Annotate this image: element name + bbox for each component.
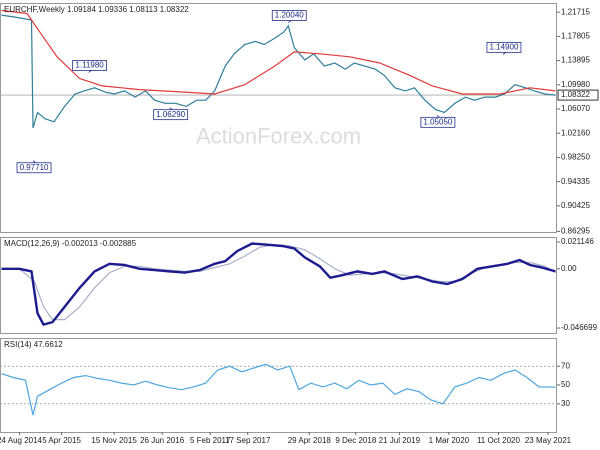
annotation-label: 1.06290 <box>156 110 185 119</box>
panel-frame <box>0 3 557 233</box>
annotation-box <box>72 60 107 71</box>
series-line <box>1 363 556 416</box>
annotation-box <box>420 116 456 128</box>
y-tick-label: 1.21715 <box>561 7 590 16</box>
annotation-box <box>16 162 52 174</box>
x-tick-label: 5 Apr 2015 <box>42 436 81 445</box>
annotation-label: 1.11980 <box>75 61 104 70</box>
x-tick-label: 26 Jun 2016 <box>140 436 185 445</box>
y-tick-label: 1.17805 <box>561 32 590 41</box>
annotation-label: 1.14900 <box>489 42 518 51</box>
annotation-box <box>486 41 522 53</box>
last-price-box <box>557 89 599 101</box>
x-tick-label: 9 Dec 2018 <box>335 436 376 445</box>
y-tick-label: 0.00 <box>561 264 577 273</box>
y-tick-label: 70 <box>561 361 570 370</box>
y-tick-label: 0.021146 <box>561 237 594 246</box>
y-tick-label: 1.13895 <box>561 56 590 65</box>
panel-frame <box>0 237 557 334</box>
y-tick-label: 1.06070 <box>561 104 590 113</box>
panel-frame <box>0 338 557 433</box>
y-tick-label: 30 <box>561 399 570 408</box>
x-tick-label: 5 Feb 2017 <box>190 436 231 445</box>
y-tick-label: 0.90425 <box>561 201 590 210</box>
annotation-box <box>153 109 189 121</box>
watermark: ActionForex.com <box>196 123 361 148</box>
annotation-box <box>271 10 307 21</box>
series-line <box>1 242 556 327</box>
panel-title: EURCHF,Weekly 1.09184 1.09336 1.08113 1.… <box>4 5 189 14</box>
series-line <box>1 14 556 129</box>
x-tick-label: 23 May 2021 <box>525 436 572 445</box>
panel-title: MACD(12,26,9) -0.002013 -0.002885 <box>4 239 137 248</box>
x-tick-label: 21 Jul 2019 <box>379 436 421 445</box>
x-tick-label: 29 Apr 2018 <box>288 436 332 445</box>
y-tick-label: 1.09980 <box>561 80 590 89</box>
y-tick-label: 0.98250 <box>561 153 590 162</box>
annotation-label: 0.97710 <box>20 163 49 172</box>
x-tick-label: 24 Aug 2014 <box>0 436 43 445</box>
x-tick-label: 1 Mar 2020 <box>429 436 470 445</box>
annotation-label: 1.20040 <box>275 11 304 20</box>
x-tick-label: 11 Oct 2020 <box>477 436 521 445</box>
annotation-label: 1.05050 <box>423 117 452 126</box>
x-tick-label: 17 Sep 2017 <box>225 436 271 445</box>
y-tick-label: 0.94335 <box>561 177 590 186</box>
x-tick-label: 15 Nov 2015 <box>91 436 137 445</box>
y-tick-label: 50 <box>561 380 570 389</box>
panel-title: RSI(14) 47.6612 <box>4 340 63 349</box>
y-tick-label: -0.046699 <box>561 323 598 332</box>
y-tick-label: 1.02160 <box>561 128 590 137</box>
series-line <box>1 9 556 95</box>
last-price-label: 1.08322 <box>561 90 590 99</box>
y-tick-label: 0.86295 <box>561 227 590 236</box>
